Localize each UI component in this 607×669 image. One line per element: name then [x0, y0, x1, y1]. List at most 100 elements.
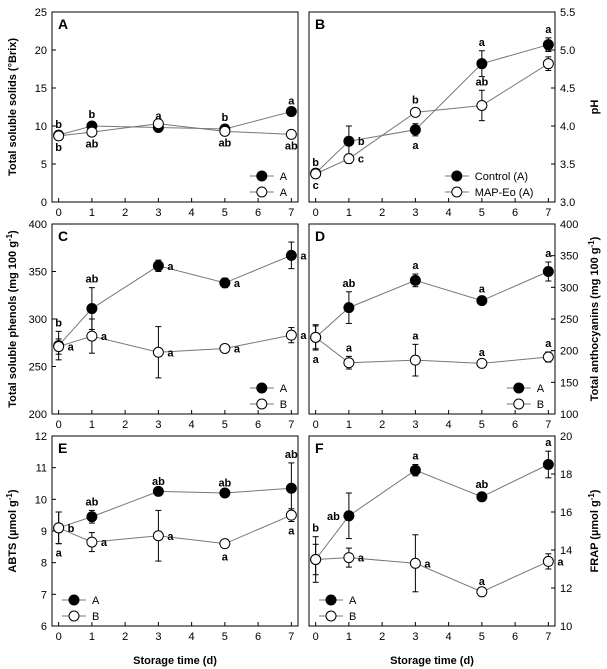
- data-point-filled: [409, 274, 421, 286]
- significance-label: a: [167, 261, 174, 273]
- y-tick-label: 9: [41, 526, 47, 538]
- y-tick-label: 350: [29, 267, 47, 279]
- significance-label: a: [288, 95, 295, 107]
- significance-label: a: [545, 248, 552, 260]
- y-tick-label: 7: [41, 589, 47, 601]
- data-point-filled: [343, 510, 355, 522]
- legend-label: MAP-Eo (A): [475, 187, 534, 199]
- data-point-open: [310, 331, 322, 343]
- y-tick-label: 12: [35, 431, 47, 443]
- legend-label: A: [280, 187, 288, 199]
- significance-label: a: [479, 347, 486, 359]
- significance-label: a: [155, 110, 162, 122]
- significance-label: a: [68, 342, 75, 354]
- x-tick-label: 0: [56, 207, 62, 219]
- x-tick-label: 6: [255, 419, 261, 431]
- data-point-filled: [219, 277, 231, 289]
- significance-label: ab: [85, 496, 98, 508]
- significance-label: ab: [327, 511, 340, 523]
- significance-label: ab: [218, 477, 231, 489]
- data-point-open: [219, 538, 231, 550]
- significance-label: a: [167, 531, 174, 543]
- y-tick-label: 20: [560, 431, 572, 443]
- legend-marker: [68, 610, 80, 622]
- plot-frame: [308, 435, 556, 627]
- legend-marker: [256, 186, 268, 198]
- significance-label: ab: [85, 138, 98, 150]
- legend: AB: [506, 382, 545, 411]
- data-point-open: [53, 522, 65, 534]
- data-point-open: [219, 125, 231, 137]
- legend-marker: [451, 186, 463, 198]
- y-tick-label: 4.5: [560, 83, 575, 95]
- y-tick-label: 250: [560, 314, 578, 326]
- data-point-filled: [542, 266, 554, 277]
- y-tick-label: 250: [29, 362, 47, 374]
- panel-letter: E: [58, 440, 67, 456]
- legend-label: A: [537, 383, 545, 395]
- significance-label: a: [412, 451, 419, 463]
- data-point-filled: [542, 459, 554, 470]
- x-tick-label: 0: [313, 207, 319, 219]
- significance-label: ab: [152, 476, 165, 488]
- y-axis-label: Total soluble phenols (mg 100 g-1): [5, 230, 20, 408]
- significance-label: a: [56, 548, 63, 560]
- y-tick-label: 3.0: [560, 197, 575, 209]
- significance-label: ab: [475, 76, 488, 88]
- x-axis-label-right: Storage time (d): [390, 655, 474, 667]
- significance-label: b: [312, 157, 319, 169]
- x-tick-label: 2: [379, 419, 385, 431]
- x-tick-label: 1: [89, 631, 95, 643]
- x-tick-label: 7: [545, 419, 551, 431]
- plot-frame: [51, 435, 299, 627]
- legend-marker: [256, 398, 268, 410]
- plot-frame: [51, 11, 299, 203]
- data-point-open: [152, 346, 164, 358]
- x-tick-label: 4: [446, 631, 452, 643]
- x-tick-label: 4: [189, 631, 195, 643]
- legend-label: A: [349, 595, 357, 607]
- data-point-open: [476, 586, 488, 598]
- x-tick-label: 2: [379, 207, 385, 219]
- significance-label: b: [68, 523, 75, 535]
- significance-label: a: [479, 576, 486, 588]
- y-axis-label: Total soluble solids (°Brix): [7, 38, 19, 176]
- data-point-filled: [285, 482, 297, 494]
- significance-label: b: [55, 119, 62, 131]
- significance-label: a: [545, 43, 552, 55]
- data-point-filled: [476, 58, 488, 70]
- legend-label: B: [537, 399, 544, 411]
- x-tick-label: 3: [412, 419, 418, 431]
- data-point-filled: [409, 464, 421, 476]
- data-point-open: [86, 126, 98, 138]
- x-tick-label: 5: [479, 631, 485, 643]
- data-point-filled: [152, 260, 164, 272]
- data-point-open: [310, 168, 322, 180]
- x-tick-label: 3: [412, 207, 418, 219]
- legend-label: A: [280, 383, 288, 395]
- x-tick-label: 3: [155, 207, 161, 219]
- x-tick-label: 5: [479, 419, 485, 431]
- legend: AA: [249, 170, 288, 199]
- data-point-filled: [86, 511, 98, 523]
- data-point-open: [53, 130, 65, 142]
- data-point-filled: [409, 124, 421, 136]
- y-tick-label: 6: [41, 621, 47, 633]
- y-tick-label: 300: [29, 314, 47, 326]
- legend-marker: [513, 398, 525, 410]
- y-tick-label: 5.0: [560, 45, 575, 57]
- data-point-open: [343, 357, 355, 369]
- significance-label: a: [479, 37, 486, 49]
- x-tick-label: 7: [288, 207, 294, 219]
- x-tick-label: 1: [89, 419, 95, 431]
- legend-label: B: [92, 611, 99, 623]
- y-tick-label: 350: [560, 251, 578, 263]
- significance-label: a: [167, 347, 174, 359]
- y-tick-label: 10: [560, 621, 572, 633]
- significance-label: ab: [85, 274, 98, 286]
- y-tick-label: 11: [36, 463, 47, 475]
- significance-label: b: [221, 112, 228, 124]
- y-tick-label: 0: [41, 197, 47, 209]
- legend: Control (A) MAP-Eo (A): [444, 170, 534, 199]
